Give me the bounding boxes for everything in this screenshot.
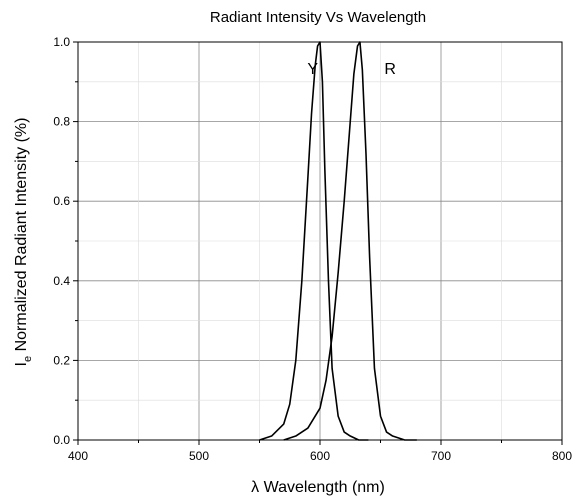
x-tick-label: 600 [310,449,330,463]
y-tick-label: 0.2 [53,353,70,367]
axis-ticks [73,41,563,445]
x-tick-labels: 400 500 600 700 800 [68,449,572,463]
y-axis-title: Ie Normalized Radiant Intensity (%) [13,118,34,367]
x-tick-label: 800 [552,449,572,463]
x-tick-label: 500 [189,449,209,463]
y-axis-title-subscript: e [22,356,34,362]
series-label-y: Y [307,61,318,78]
y-axis-title-main: I [13,362,30,366]
y-tick-label: 0.6 [53,194,70,208]
x-tick-label: 400 [68,449,88,463]
chart-title: Radiant Intensity Vs Wavelength [210,9,426,26]
y-axis-title-rest: Normalized Radiant Intensity (%) [13,118,30,356]
y-tick-labels: 0.0 0.2 0.4 0.6 0.8 1.0 [53,35,70,447]
x-axis-title: λ Wavelength (nm) [251,479,385,496]
series-line-r [283,41,417,441]
grid [78,42,562,440]
series-label-r: R [384,61,396,78]
y-tick-label: 1.0 [53,35,70,49]
series-lines [259,41,417,441]
y-tick-label: 0.0 [53,433,70,447]
series-line-y [259,41,369,441]
y-tick-label: 0.4 [53,274,70,288]
y-tick-label: 0.8 [53,115,70,129]
x-tick-label: 700 [431,449,451,463]
